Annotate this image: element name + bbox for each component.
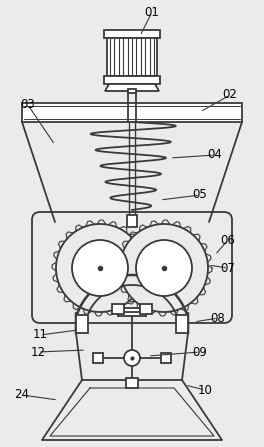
Circle shape xyxy=(124,350,140,366)
Bar xyxy=(128,89,136,93)
Polygon shape xyxy=(105,84,159,91)
Text: 09: 09 xyxy=(192,346,208,358)
Text: 07: 07 xyxy=(220,261,235,274)
Bar xyxy=(112,304,124,314)
Text: 03: 03 xyxy=(21,98,35,111)
Text: 11: 11 xyxy=(32,329,48,342)
Bar xyxy=(76,315,88,333)
Circle shape xyxy=(72,240,128,296)
Text: 02: 02 xyxy=(223,89,237,101)
Bar xyxy=(118,308,146,316)
Text: 04: 04 xyxy=(208,148,223,161)
Text: 24: 24 xyxy=(15,388,30,401)
Text: 12: 12 xyxy=(31,346,45,358)
Bar xyxy=(22,103,242,122)
Text: 10: 10 xyxy=(197,384,213,396)
Bar xyxy=(107,38,157,76)
Circle shape xyxy=(120,224,208,312)
Text: 08: 08 xyxy=(211,312,225,325)
Bar xyxy=(161,353,171,363)
Text: 01: 01 xyxy=(145,5,159,18)
Text: 05: 05 xyxy=(193,189,208,202)
FancyBboxPatch shape xyxy=(32,212,232,323)
Circle shape xyxy=(56,224,144,312)
Text: 06: 06 xyxy=(220,233,235,246)
Bar xyxy=(104,76,160,84)
Circle shape xyxy=(136,240,192,296)
Bar xyxy=(126,378,138,388)
Bar xyxy=(93,353,103,363)
Bar xyxy=(127,215,137,227)
Bar xyxy=(104,30,160,38)
Bar xyxy=(140,304,152,314)
Bar xyxy=(176,315,188,333)
